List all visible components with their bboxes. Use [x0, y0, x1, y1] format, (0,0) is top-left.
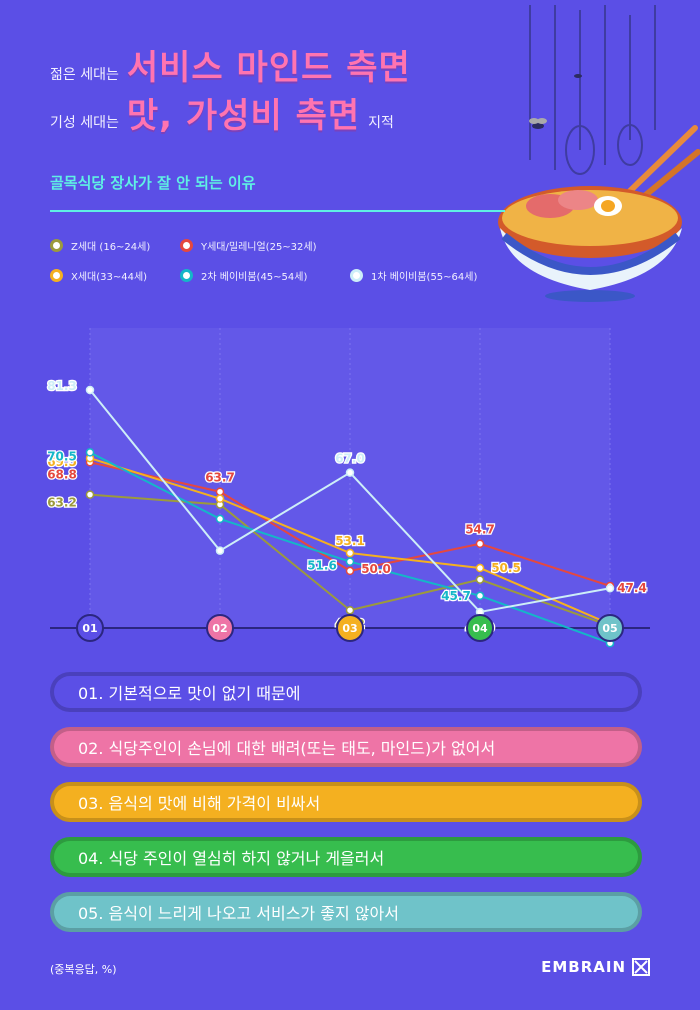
- legend-marker-z: [50, 239, 63, 252]
- category-label-5: 05: [602, 622, 617, 635]
- series-5-point-5: [605, 584, 615, 593]
- data-label-5-1: 81.3: [47, 379, 77, 393]
- series-2-point-2: [215, 487, 225, 496]
- fly-icon: [529, 118, 547, 129]
- data-label-2-3: 50.0: [361, 562, 391, 576]
- legend-marker-boomer1: [350, 269, 363, 282]
- series-4-point-2: [215, 514, 225, 524]
- brand-logo: EMBRAIN: [541, 958, 650, 976]
- category-label-1: 01: [82, 622, 97, 635]
- series-2-point-3: [345, 566, 355, 576]
- series-5-point-1: [85, 385, 95, 395]
- series-3-point-3: [345, 548, 355, 558]
- data-label-5-3: 67.0: [335, 452, 365, 466]
- reason-item-2: 02. 식당주인이 손님에 대한 배려(또는 태도, 마인드)가 없어서: [50, 727, 642, 767]
- legend-label-boomer2: 2차 베이비붐(45~54세): [201, 272, 308, 283]
- reason-text-5: 05. 음식이 느리게 나오고 서비스가 좋지 않아서: [78, 904, 399, 923]
- data-label-4-4: 45.7: [441, 589, 471, 603]
- category-marker-4: [466, 614, 494, 642]
- legend-label-boomer1: 1차 베이비붐(55~64세): [371, 272, 478, 283]
- reason-item-5: 05. 음식이 느리게 나오고 서비스가 좋지 않아서: [50, 892, 642, 932]
- series-4-point-3: [345, 557, 355, 566]
- series-5-point-2: [215, 546, 225, 555]
- legend-item-y: Y세대/밀레니얼(25~32세): [180, 238, 317, 253]
- headline-1-highlight: 서비스 마인드 측면: [126, 48, 411, 88]
- headline-2-suffix: 지적: [368, 115, 394, 131]
- reason-text-4: 04. 식당 주인이 열심히 하지 않거나 게을러서: [78, 849, 385, 868]
- brand-name: EMBRAIN: [541, 958, 626, 976]
- data-label-3-1: 69.5: [47, 455, 77, 469]
- reason-item-1: 01. 기본적으로 맛이 없기 때문에: [50, 672, 642, 712]
- category-marker-2: [206, 614, 234, 642]
- data-label-2-1: 68.8: [47, 467, 77, 481]
- series-3-point-4: [475, 563, 485, 573]
- chart-subtitle: 골목식당 장사가 잘 안 되는 이유: [50, 174, 256, 192]
- footnote: (중복응답, %): [50, 963, 117, 976]
- headline-1-prefix: 젊은 세대는: [50, 67, 119, 83]
- data-label-2-2: 63.7: [205, 471, 235, 485]
- reason-text-2: 02. 식당주인이 손님에 대한 배려(또는 태도, 마인드)가 없어서: [78, 739, 496, 758]
- reason-item-3: 03. 음식의 맛에 비해 가격이 비싸서: [50, 782, 642, 822]
- category-label-2: 02: [212, 622, 227, 635]
- reason-text-1: 01. 기본적으로 맛이 없기 때문에: [78, 684, 301, 703]
- legend-marker-boomer2: [180, 269, 193, 282]
- reason-item-4: 04. 식당 주인이 열심히 하지 않거나 게을러서: [50, 837, 642, 877]
- legend-marker-x: [50, 269, 63, 282]
- category-label-4: 04: [472, 622, 488, 635]
- brand-mark-icon: [632, 958, 650, 976]
- legend-label-z: Z세대 (16~24세): [71, 242, 151, 253]
- series-4-point-4: [475, 591, 485, 601]
- legend-item-z: Z세대 (16~24세): [50, 238, 150, 253]
- data-label-4-1: 70.5: [47, 449, 77, 463]
- series-1-point-1: [85, 490, 95, 499]
- data-label-3-3: 53.1: [335, 534, 365, 548]
- ramen-bowl-illustration: [498, 5, 700, 302]
- series-3-point-2: [215, 494, 225, 503]
- data-label-2-5: 47.4: [617, 581, 647, 595]
- series-4-point-1: [85, 448, 95, 457]
- category-marker-3: [336, 614, 364, 642]
- legend-label-x: X세대(33~44세): [71, 272, 148, 283]
- data-label-4-3: 51.6: [307, 559, 337, 573]
- data-label-3-4: 50.5: [491, 561, 521, 575]
- series-2-point-4: [475, 539, 485, 548]
- series-5-point-3: [345, 468, 355, 477]
- data-label-2-4: 54.7: [465, 523, 495, 537]
- category-marker-1: [76, 614, 104, 642]
- series-1-point-3: [345, 605, 355, 615]
- divider: [50, 210, 505, 212]
- legend-marker-y: [180, 239, 193, 252]
- legend-item-boomer2: 2차 베이비붐(45~54세): [180, 268, 307, 283]
- series-1-point-4: [475, 575, 485, 584]
- legend-item-boomer1: 1차 베이비붐(55~64세): [350, 268, 477, 283]
- reason-text-3: 03. 음식의 맛에 비해 가격이 비싸서: [78, 794, 321, 813]
- data-label-1-1: 63.2: [47, 496, 77, 510]
- legend-item-x: X세대(33~44세): [50, 268, 147, 283]
- legend-label-y: Y세대/밀레니얼(25~32세): [201, 242, 317, 253]
- category-marker-5: [596, 614, 624, 642]
- headline-line-2: 기성 세대는 맛, 가성비 측면 지적: [50, 88, 394, 137]
- headline-line-1: 젊은 세대는 서비스 마인드 측면: [50, 40, 411, 89]
- headline-2-highlight: 맛, 가성비 측면: [126, 96, 361, 136]
- category-label-3: 03: [342, 622, 357, 635]
- line-chart: 63.243.268.863.750.054.747.469.553.150.5…: [46, 328, 650, 648]
- headline-2-prefix: 기성 세대는: [50, 115, 119, 131]
